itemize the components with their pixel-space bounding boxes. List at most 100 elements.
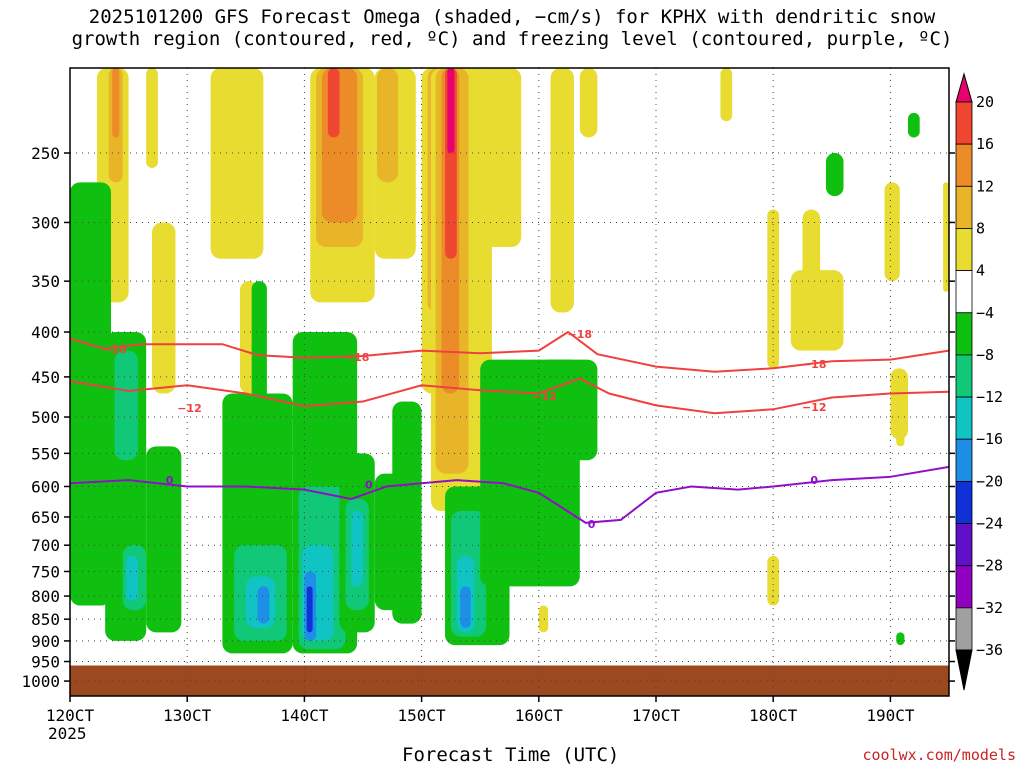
colorbar-swatch: [955, 354, 973, 398]
omega-shade-cell: [70, 182, 112, 606]
y-tick-label: 600: [31, 477, 60, 496]
colorbar-tick-label: 8: [976, 219, 985, 237]
omega-shade-cell: [802, 209, 821, 333]
x-tick-label: 130CT: [163, 706, 212, 725]
colorbar-swatch: [955, 270, 973, 314]
y-tick-label: 500: [31, 408, 60, 427]
omega-shade-cell: [146, 68, 158, 168]
omega-shading: [70, 68, 949, 696]
omega-shade-cell: [112, 68, 120, 138]
contours: −18 −18 −18 −18 −12 −12 −12 0 0 0 0: [70, 328, 949, 531]
colorbar-swatch: [955, 396, 973, 440]
colorbar-tick-label: −36: [976, 641, 1003, 659]
y-tick-label: 900: [31, 632, 60, 651]
omega-shade-cell: [550, 68, 574, 313]
omega-shade-cell: [579, 68, 598, 138]
omega-shade-cell: [538, 605, 549, 633]
omega-shade-cell: [251, 281, 267, 402]
below-ground-fill: [70, 665, 949, 696]
colorbar-bottom-arrow: [955, 649, 973, 691]
x-tick-label: 190CT: [866, 706, 915, 725]
colorbar-top-arrow: [955, 72, 973, 103]
x-tick-label: 170CT: [632, 706, 681, 725]
colorbar-tick-label: −8: [976, 346, 994, 364]
omega-shade-cell: [460, 586, 471, 629]
colorbar-tick-label: −16: [976, 430, 1003, 448]
omega-shade-cell: [907, 112, 920, 138]
omega-shade-cell: [943, 182, 949, 292]
omega-shade-cell: [825, 152, 844, 197]
colorbar-swatch: [955, 101, 973, 145]
omega-shade-cell: [896, 393, 905, 447]
credit-link[interactable]: coolwx.com/models: [862, 746, 1016, 764]
axes: 250 300 350 400 450 500 550 600 650 700 750 800 850 9…: [21, 67, 955, 743]
omega-shade-cell: [896, 632, 905, 646]
omega-shade-cell: [257, 586, 270, 624]
contour-line: [70, 330, 949, 373]
colorbar-tick-label: 4: [976, 262, 985, 280]
y-tick-label: 400: [31, 323, 60, 342]
colorbar-swatch: [955, 312, 973, 356]
y-tick-label: 550: [31, 444, 60, 463]
y-tick-label: 700: [31, 536, 60, 555]
colorbar-tick-label: −20: [976, 472, 1003, 490]
contour-label: −12: [177, 402, 202, 415]
contour-line: [70, 377, 949, 415]
contour-label: −12: [802, 401, 827, 414]
contour-label: 0: [365, 479, 373, 492]
contour-label: −18: [802, 358, 827, 371]
plot-frame: [69, 67, 950, 697]
y-tick-label: 800: [31, 587, 60, 606]
contour-label: −12: [532, 390, 557, 403]
gridlines: [70, 68, 949, 696]
colorbar-swatch: [955, 438, 973, 482]
x-tick-label: 160CT: [515, 706, 564, 725]
x-axis-label: Forecast Time (UTC): [402, 744, 620, 766]
colorbar-tick-label: 16: [976, 135, 994, 153]
omega-shade-cell: [146, 446, 182, 633]
x-tick-label: 180CT: [749, 706, 798, 725]
contour-label: −18: [345, 351, 370, 364]
contour-label: 0: [588, 518, 596, 531]
omega-shade-cell: [152, 222, 176, 394]
y-tick-label: 750: [31, 562, 60, 581]
omega-shade-cell: [126, 555, 138, 601]
contour-label: −18: [568, 328, 593, 341]
omega-shade-cell: [447, 68, 455, 153]
colorbar-tick-label: −32: [976, 599, 1003, 617]
omega-shade-cell: [767, 555, 780, 606]
y-tick-label: 1000: [21, 672, 60, 691]
contour-label: 0: [810, 474, 818, 487]
omega-shade-cell: [767, 209, 780, 369]
omega-shade-cell: [392, 401, 422, 624]
colorbar-swatch: [955, 228, 973, 272]
colorbar-tick-label: 12: [976, 177, 994, 195]
colorbar-swatch: [955, 523, 973, 567]
omega-shade-cell: [114, 350, 138, 461]
omega-shade-cell: [527, 460, 569, 577]
y-tick-label: 850: [31, 610, 60, 629]
omega-shade-cell: [884, 182, 900, 282]
x-tick-label: 150CT: [398, 706, 447, 725]
colorbar-swatch: [955, 480, 973, 524]
colorbar: 20 16 12 8 4 −4 −8 −12 −16 −20 −24 −28 −32 −36: [955, 72, 1003, 691]
y-tick-label: 350: [31, 272, 60, 291]
y-tick-label: 250: [31, 144, 60, 163]
omega-shade-cell: [327, 68, 340, 138]
colorbar-tick-label: −28: [976, 557, 1003, 575]
omega-shade-cell: [720, 68, 733, 122]
contour-line: [70, 465, 949, 524]
omega-shade-cell: [480, 68, 522, 248]
omega-shade-cell: [306, 586, 313, 633]
colorbar-tick-label: 20: [976, 93, 994, 111]
x-tick-label: 140CT: [280, 706, 329, 725]
omega-shade-cell: [224, 68, 240, 138]
colorbar-swatch: [955, 607, 973, 651]
colorbar-tick-label: −12: [976, 388, 1003, 406]
omega-shade-cell: [538, 359, 598, 461]
omega-shade-cell: [377, 68, 399, 183]
contour-label: −18: [102, 343, 127, 356]
colorbar-swatch: [955, 185, 973, 229]
omega-shade-cell: [210, 68, 264, 259]
